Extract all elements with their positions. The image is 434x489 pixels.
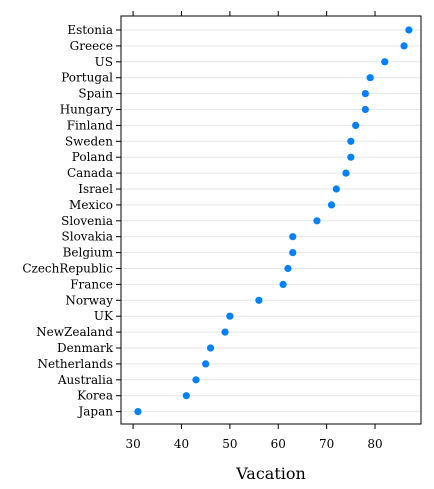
- x-tick-label-80: 80: [367, 437, 382, 451]
- category-label-denmark: Denmark: [57, 341, 114, 355]
- category-label-israel: Israel: [78, 182, 113, 196]
- category-label-japan: Japan: [76, 405, 113, 419]
- grid-lines: [121, 29, 421, 413]
- category-label-slovenia: Slovenia: [61, 214, 113, 228]
- x-tick-labels: 30 40 50 60 70 80: [125, 437, 382, 451]
- data-points: [134, 26, 413, 416]
- data-point-australia: [192, 376, 200, 384]
- data-point-mexico: [327, 201, 336, 209]
- category-label-spain: Spain: [78, 87, 113, 101]
- category-label-slovakia: Slovakia: [62, 230, 113, 244]
- category-label-australia: Australia: [57, 373, 113, 387]
- data-point-spain: [361, 90, 369, 98]
- data-point-canada: [342, 169, 350, 177]
- category-labels: Estonia Greece US Portugal Spain HungaryFinla…: [22, 23, 114, 419]
- x-tick-label-70: 70: [319, 437, 334, 451]
- data-point-israel: [332, 185, 340, 193]
- category-label-portugal: Portugal: [61, 71, 113, 85]
- category-label-czechrepublic: CzechRepublic: [22, 262, 113, 276]
- data-point-uk: [226, 312, 234, 320]
- data-point-hungary: [361, 105, 369, 114]
- x-tick-label-30: 30: [125, 437, 140, 451]
- data-point-portugal: [366, 74, 374, 82]
- category-label-finland: Finland: [67, 118, 114, 132]
- data-point-norway: [255, 296, 263, 304]
- data-point-belgium: [289, 249, 297, 257]
- category-label-belgium: Belgium: [63, 246, 114, 260]
- data-point-finland: [352, 121, 360, 129]
- x-axis-title: Vacation: [235, 464, 306, 483]
- category-label-netherlands: Netherlands: [37, 357, 113, 371]
- data-point-denmark: [206, 344, 215, 352]
- data-point-estonia: [405, 26, 413, 34]
- data-point-czechrepublic: [284, 264, 292, 273]
- category-label-korea: Korea: [77, 389, 113, 403]
- data-point-japan: [134, 408, 142, 416]
- data-point-netherlands: [202, 360, 210, 368]
- category-label-sweden: Sweden: [65, 134, 113, 148]
- category-label-canada: Canada: [67, 166, 113, 180]
- category-label-norway: Norway: [65, 293, 113, 307]
- category-label-newzealand: NewZealand: [36, 325, 113, 339]
- category-label-estonia: Estonia: [67, 23, 113, 37]
- panel-border: [120, 15, 422, 425]
- data-point-greece: [400, 42, 408, 50]
- data-point-sweden: [347, 137, 355, 145]
- x-tick-label-60: 60: [271, 437, 286, 451]
- axis-ticks: [116, 11, 376, 429]
- data-point-france: [279, 280, 287, 288]
- data-point-slovakia: [289, 233, 297, 241]
- category-label-us: US: [95, 55, 113, 69]
- data-point-newzealand: [221, 328, 229, 336]
- category-label-greece: Greece: [70, 39, 113, 53]
- data-point-poland: [347, 153, 355, 161]
- category-label-mexico: Mexico: [69, 198, 113, 212]
- data-point-slovenia: [313, 217, 321, 225]
- category-label-uk: UK: [94, 309, 114, 323]
- data-point-korea: [182, 392, 190, 400]
- data-point-us: [381, 58, 389, 66]
- category-label-france: France: [70, 277, 113, 291]
- category-label-hungary: Hungary: [60, 103, 113, 117]
- x-tick-label-40: 40: [174, 437, 189, 451]
- x-tick-label-50: 50: [222, 437, 237, 451]
- category-label-poland: Poland: [72, 150, 114, 164]
